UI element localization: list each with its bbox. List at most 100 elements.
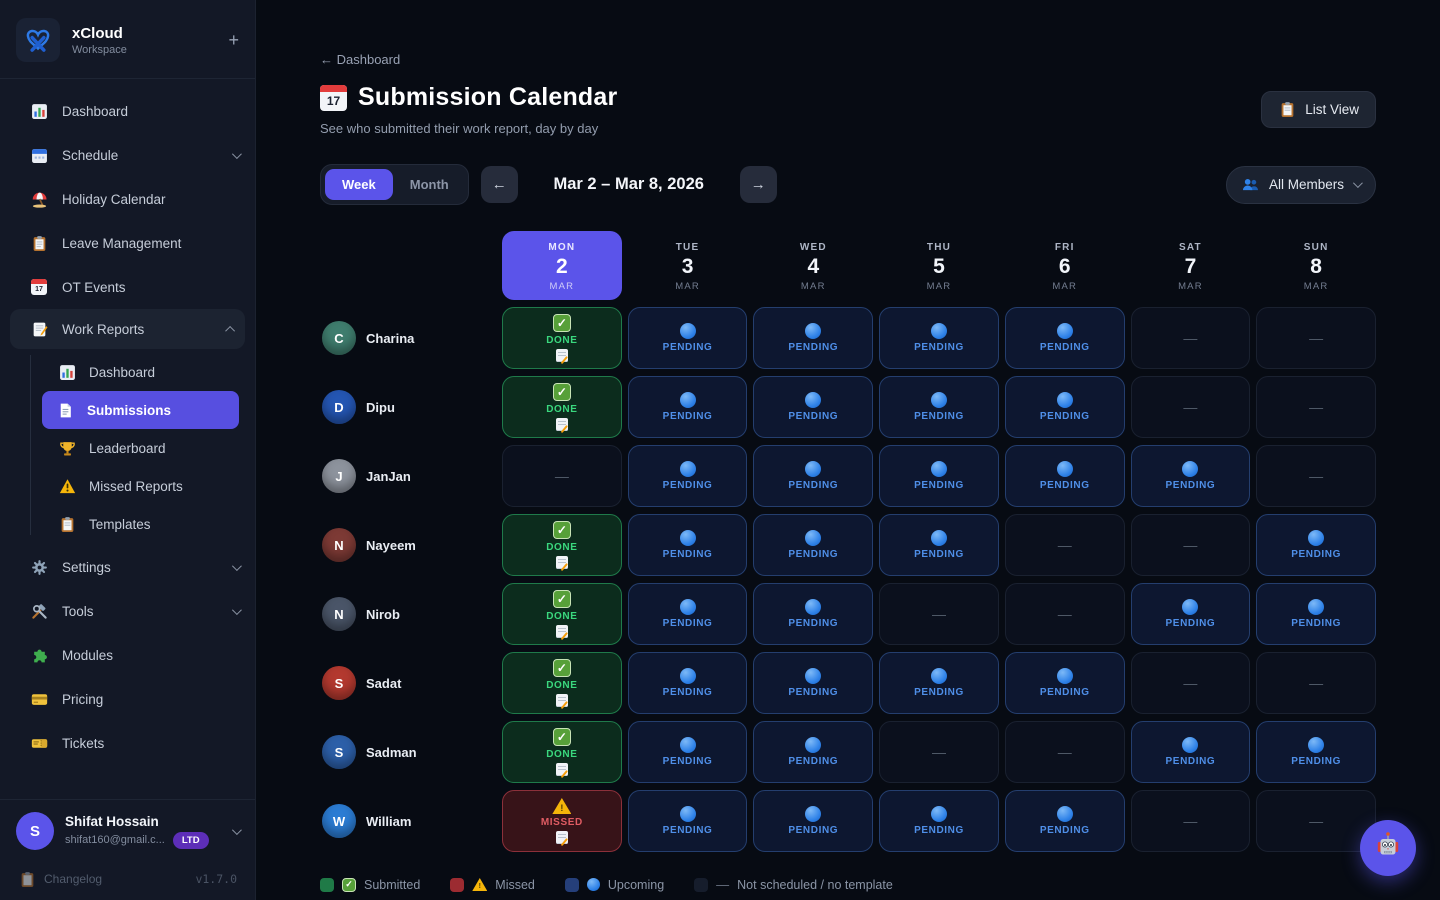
sidebar-item-work-reports[interactable]: Work Reports [10, 309, 245, 349]
changelog-link[interactable]: Changelog [44, 872, 103, 886]
cell-william-fri[interactable]: PENDING [1004, 790, 1125, 852]
week-toggle-button[interactable]: Week [325, 169, 393, 200]
cell-sadat-tue[interactable]: PENDING [627, 652, 748, 714]
cell-sadman-mon[interactable]: ✓ DONE [502, 721, 622, 783]
cell-dipu-mon[interactable]: ✓ DONE [502, 376, 622, 438]
sidebar-item-ot-events[interactable]: 17 OT Events [0, 265, 255, 309]
member-row-label: S Sadat [320, 652, 496, 714]
cell-sadat-wed[interactable]: PENDING [753, 652, 874, 714]
sidebar-item-settings[interactable]: Settings [0, 545, 255, 589]
workspace-header[interactable]: xCloud Workspace + [0, 0, 255, 78]
member-row-label: C Charina [320, 307, 496, 369]
cell-charina-tue[interactable]: PENDING [627, 307, 748, 369]
cell-nirob-wed[interactable]: PENDING [753, 583, 874, 645]
gear-icon [30, 558, 48, 576]
sidebar-item-holiday-calendar[interactable]: Holiday Calendar [0, 177, 255, 221]
cell-sadman-sun[interactable]: PENDING [1256, 721, 1376, 783]
legend-swatch [450, 877, 465, 892]
cell-status-label: PENDING [1165, 756, 1216, 767]
cell-charina-mon[interactable]: ✓ DONE [502, 307, 622, 369]
members-filter-dropdown[interactable]: All Members [1225, 165, 1376, 204]
sidebar-item-dashboard[interactable]: Dashboard [0, 89, 255, 133]
cell-janjan-fri[interactable]: PENDING [1004, 445, 1125, 507]
day-header-sat[interactable]: SAT 7 MAR [1131, 231, 1251, 300]
sidebar-subitem-templates[interactable]: Templates [0, 505, 255, 543]
cell-nayeem-tue[interactable]: PENDING [627, 514, 748, 576]
cell-william-thu[interactable]: PENDING [879, 790, 999, 852]
sidebar-item-leave-management[interactable]: Leave Management [0, 221, 255, 265]
assistant-fab-button[interactable] [1360, 820, 1416, 876]
cell-nirob-mon[interactable]: ✓ DONE [502, 583, 622, 645]
cell-janjan-wed[interactable]: PENDING [753, 445, 874, 507]
sidebar-item-modules[interactable]: Modules [0, 633, 255, 677]
sidebar-subitem-submissions[interactable]: Submissions [42, 391, 239, 429]
cell-nirob-sat[interactable]: PENDING [1130, 583, 1251, 645]
sidebar-item-pricing[interactable]: Pricing [0, 677, 255, 721]
trophy-icon [58, 439, 76, 457]
day-header-sun[interactable]: SUN 8 MAR [1256, 231, 1376, 300]
sidebar-item-label: Pricing [62, 691, 104, 707]
previous-week-button[interactable]: ← [480, 166, 518, 203]
cell-charina-fri[interactable]: PENDING [1004, 307, 1125, 369]
cell-dipu-tue[interactable]: PENDING [627, 376, 748, 438]
cell-sadat-mon[interactable]: ✓ DONE [502, 652, 622, 714]
legend-label: Submitted [364, 877, 421, 892]
next-week-button[interactable]: → [739, 166, 777, 203]
check-icon: ✓ [552, 521, 571, 539]
sidebar-subitem-missed-reports[interactable]: Missed Reports [0, 467, 255, 505]
day-header-fri[interactable]: FRI 6 MAR [1005, 231, 1125, 300]
cell-sadman-sat[interactable]: PENDING [1130, 721, 1251, 783]
cell-dipu-fri[interactable]: PENDING [1004, 376, 1125, 438]
cell-charina-thu[interactable]: PENDING [879, 307, 999, 369]
cell-janjan-thu[interactable]: PENDING [879, 445, 999, 507]
members-filter-label: All Members [1268, 177, 1344, 192]
member-row-label: S Sadman [320, 721, 496, 783]
check-icon: ✓ [342, 877, 356, 892]
cell-william-mon[interactable]: ! MISSED [502, 790, 622, 852]
day-month: MAR [800, 280, 826, 292]
sidebar-subitem-dashboard[interactable]: Dashboard [0, 353, 255, 391]
cell-dipu-sun: — [1256, 376, 1376, 438]
user-avatar: S [16, 812, 54, 850]
back-to-dashboard-link[interactable]: ← Dashboard [320, 52, 401, 67]
cell-status-label: PENDING [662, 825, 713, 836]
cell-nayeem-wed[interactable]: PENDING [753, 514, 874, 576]
sidebar-subitem-leaderboard[interactable]: Leaderboard [0, 429, 255, 467]
cell-janjan-tue[interactable]: PENDING [627, 445, 748, 507]
day-header-thu[interactable]: THU 5 MAR [879, 231, 999, 300]
cell-nayeem-mon[interactable]: ✓ DONE [502, 514, 622, 576]
cell-dipu-thu[interactable]: PENDING [879, 376, 999, 438]
cell-charina-wed[interactable]: PENDING [753, 307, 874, 369]
cell-sadman-tue[interactable]: PENDING [627, 721, 748, 783]
cell-nirob-sun[interactable]: PENDING [1256, 583, 1376, 645]
day-header-mon[interactable]: MON 2 MAR [502, 231, 622, 300]
cell-janjan-sat[interactable]: PENDING [1130, 445, 1251, 507]
sidebar-item-tools[interactable]: Tools [0, 589, 255, 633]
sidebar-item-tickets[interactable]: Tickets [0, 721, 255, 765]
sidebar-subitem-label: Missed Reports [89, 478, 183, 494]
list-view-button[interactable]: List View [1261, 91, 1376, 128]
pending-dot-icon [930, 392, 947, 408]
day-header-tue[interactable]: TUE 3 MAR [628, 231, 748, 300]
month-toggle-button[interactable]: Month [409, 177, 449, 192]
cell-nayeem-thu[interactable]: PENDING [879, 514, 999, 576]
add-workspace-button[interactable]: + [228, 29, 239, 50]
cell-sadman-wed[interactable]: PENDING [753, 721, 874, 783]
cell-william-tue[interactable]: PENDING [627, 790, 748, 852]
cell-sadat-thu[interactable]: PENDING [879, 652, 999, 714]
cell-status-label: PENDING [788, 687, 839, 698]
day-header-wed[interactable]: WED 4 MAR [753, 231, 873, 300]
cell-nayeem-sun[interactable]: PENDING [1256, 514, 1376, 576]
chevron-up-icon [225, 325, 236, 336]
member-avatar: D [322, 390, 356, 424]
cell-dipu-wed[interactable]: PENDING [753, 376, 874, 438]
cell-william-wed[interactable]: PENDING [753, 790, 874, 852]
warning-icon [58, 477, 76, 495]
cell-status-label: PENDING [914, 825, 964, 836]
cell-nirob-tue[interactable]: PENDING [627, 583, 748, 645]
cell-sadat-fri[interactable]: PENDING [1004, 652, 1125, 714]
not-scheduled-dash: — [1057, 537, 1072, 553]
sidebar-item-schedule[interactable]: Schedule [0, 133, 255, 177]
pending-dot-icon [1182, 599, 1199, 615]
user-profile[interactable]: S Shifat Hossain shifat160@gmail.c... LT… [16, 812, 242, 850]
